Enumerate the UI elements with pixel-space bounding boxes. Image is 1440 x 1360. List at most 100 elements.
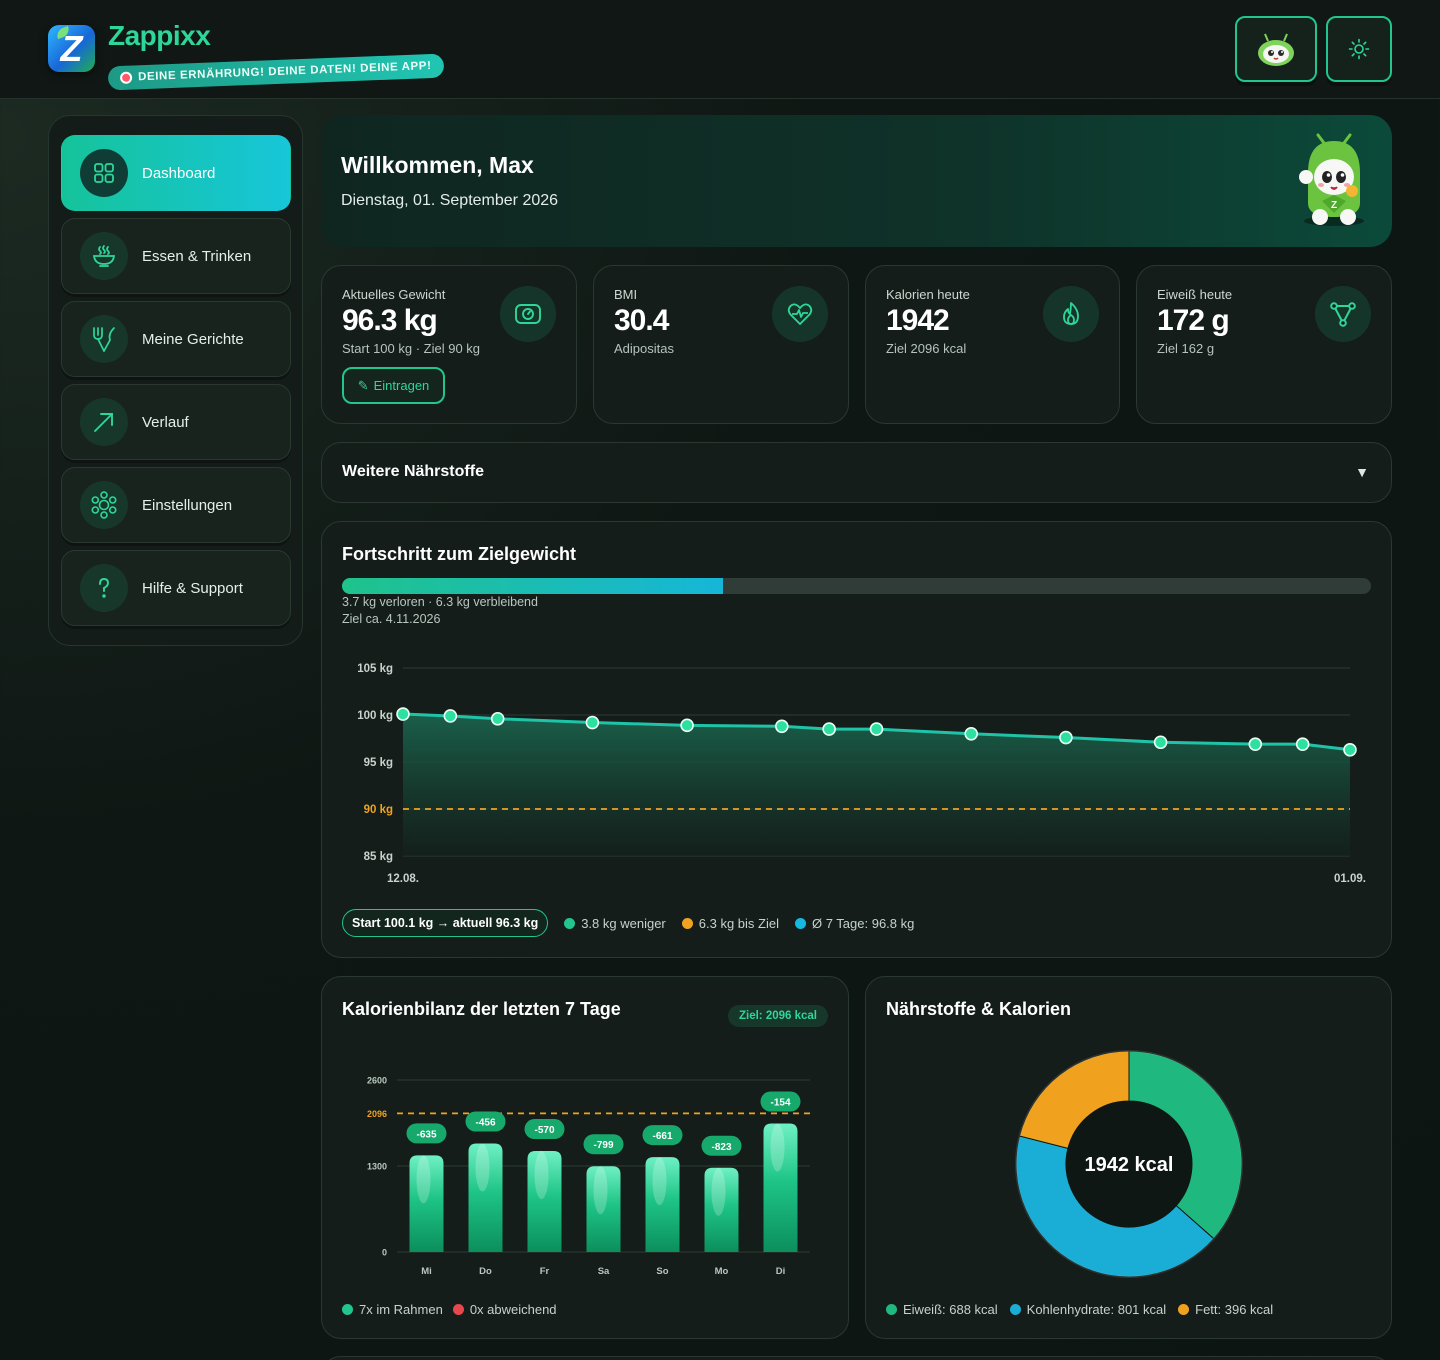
weight-point [964, 727, 979, 741]
sidebar-item-label: Einstellungen [142, 496, 233, 514]
macro-legend: Eiweiß: 688 kcal Kohlenhydrate: 801 kcal… [886, 1302, 1273, 1317]
weight-point [1295, 737, 1310, 751]
further-nutrients-title: Weitere Nährstoffe [342, 463, 484, 480]
bar-value-badge [465, 1111, 506, 1132]
legend-item: Kohlenhydrate: 801 kcal [1009, 1302, 1167, 1317]
weight-legend: Start 100.1 kg → aktuell 96.3 kg 3.8 kg … [342, 909, 914, 937]
legend-dot [794, 917, 806, 929]
mascot-button[interactable] [1235, 16, 1317, 82]
weight-progress-card: Fortschritt zum Zielgewicht 3.7 kg verlo… [321, 521, 1392, 958]
y-tick-label: 1300 [367, 1162, 387, 1172]
legend-dot [452, 1304, 464, 1315]
bar-value-label: -661 [652, 1131, 672, 1142]
x-tick-label: Do [479, 1266, 492, 1277]
sidebar-item-einstellungen[interactable]: Einstellungen [61, 467, 291, 543]
current-date: Dienstag, 01. September 2026 [341, 192, 559, 209]
macro-donut-card: Nährstoffe & Kalorien 1942 kcal Eiweiß: … [865, 976, 1392, 1339]
legend-item: Eiweiß: 688 kcal [886, 1302, 998, 1317]
y-tick-label: 100 kg [357, 710, 393, 722]
weight-point [1153, 735, 1168, 750]
calorie-balance-title: Kalorienbilanz der letzten 7 Tage [342, 999, 621, 1019]
brand-name[interactable]: Zappixx [108, 20, 211, 51]
sidebar-item-label: Meine Gerichte [142, 330, 244, 348]
calorie-bar [586, 1166, 621, 1252]
weight-summary-badge: Start 100.1 kg → aktuell 96.3 kg [342, 909, 549, 937]
stat-value: 1942 [886, 304, 950, 337]
theme-toggle-button[interactable] [1326, 16, 1392, 82]
welcome-title: Willkommen, Max [341, 152, 534, 178]
calorie-bar [704, 1167, 739, 1252]
donut-hole [1066, 1101, 1192, 1227]
x-tick-label: So [656, 1266, 668, 1277]
stat-value: 96.3 kg [342, 304, 438, 337]
progress-fill [342, 578, 723, 594]
enter-weight-button[interactable]: ✎ Eintragen [342, 367, 445, 404]
weight-area [403, 714, 1350, 856]
legend-dot [1178, 1304, 1190, 1315]
bar-highlight [711, 1167, 726, 1216]
bar-highlight [652, 1157, 667, 1206]
legend-label: 7x im Rahmen [359, 1302, 443, 1317]
top-bar: Z Zappixx DEINE ERNÄHRUNG! DEINE DATEN! … [0, 0, 1440, 99]
weight-point [1059, 730, 1073, 745]
sidebar-item-dashboard[interactable]: Dashboard [61, 135, 291, 211]
fork-icon [80, 315, 128, 363]
progress-eta-text: Ziel ca. 4.11.2026 [342, 612, 441, 626]
target-icon [119, 71, 133, 84]
bar-value-label: -456 [475, 1118, 495, 1129]
legend-item: 0x abweichend [452, 1302, 557, 1317]
stat-label: BMI [614, 287, 638, 302]
x-tick-label: 01.09. [1334, 873, 1366, 885]
grid-icon [80, 149, 128, 197]
mascot-icon [1258, 33, 1294, 66]
weight-line-chart: 105 kg 100 kg 95 kg 90 kg 85 kg 12.08. 01.09. [357, 663, 1366, 885]
stat-sub: Start 100 kg · Ziel 90 kg [342, 341, 481, 356]
weight-point [443, 709, 458, 723]
y-tick-label: 2600 [367, 1076, 387, 1086]
calorie-bar [645, 1157, 680, 1252]
sidebar-item-hilfe-support[interactable]: Hilfe & Support [61, 550, 291, 626]
further-nutrients-toggle[interactable]: Weitere Nährstoffe ▼ [321, 442, 1392, 503]
sidebar-item-essen-trinken[interactable]: Essen & Trinken [61, 218, 291, 294]
weight-point [1248, 737, 1263, 751]
stat-sub: Ziel 2096 kcal [886, 341, 967, 356]
bar-highlight [593, 1166, 608, 1215]
flame-icon [1043, 286, 1099, 342]
molecule-icon [1315, 286, 1371, 342]
macro-donut-chart: 1942 kcal [1015, 1050, 1243, 1278]
legend-dot [1009, 1304, 1021, 1315]
progress-lost-text: 3.7 kg verloren · 6.3 kg verbleibend [342, 595, 538, 609]
weight-progress-title: Fortschritt zum Zielgewicht [342, 544, 577, 564]
calorie-bar [409, 1155, 444, 1252]
stat-value: 172 g [1157, 304, 1230, 337]
legend-label: Fett: 396 kcal [1195, 1302, 1274, 1317]
y-tick-label: 105 kg [357, 663, 393, 675]
sidebar-item-meine-gerichte[interactable]: Meine Gerichte [61, 301, 291, 377]
donut-center-label: 1942 kcal [1085, 1154, 1174, 1176]
weight-point [774, 719, 789, 734]
bar-highlight [770, 1123, 785, 1172]
stat-sub: Adipositas [614, 341, 674, 356]
goal-badge: Ziel: 2096 kcal [728, 1005, 828, 1027]
legend-label: Kohlenhydrate: 801 kcal [1026, 1302, 1167, 1317]
x-tick-label: Fr [540, 1266, 550, 1277]
bar-value-badge [642, 1125, 683, 1146]
legend-dot [886, 1304, 897, 1315]
sidebar-item-label: Dashboard [142, 164, 216, 182]
calorie-bar [468, 1143, 503, 1252]
calorie-legend: 7x im Rahmen 0x abweichend [342, 1302, 557, 1317]
legend-dot [681, 917, 693, 929]
sidebar-item-label: Essen & Trinken [142, 247, 252, 265]
y-tick-label: 95 kg [364, 757, 393, 769]
weight-point [490, 711, 505, 726]
stat-card-bmi: BMI 30.4 Adipositas [593, 265, 849, 424]
legend-dot [342, 1304, 353, 1315]
y-tick-label: 90 kg [364, 804, 393, 816]
calorie-bar-chart: 2600 2096 1300 0 -635 Mi -456 Do -570 Fr -799 Sa -66… [367, 1076, 810, 1277]
weight-point [585, 715, 600, 730]
app-logo[interactable]: Z [48, 25, 95, 72]
scale-icon [500, 286, 556, 342]
y-tick-label: 85 kg [364, 851, 393, 863]
calorie-bar [527, 1151, 562, 1252]
sidebar-item-verlauf[interactable]: Verlauf [61, 384, 291, 460]
